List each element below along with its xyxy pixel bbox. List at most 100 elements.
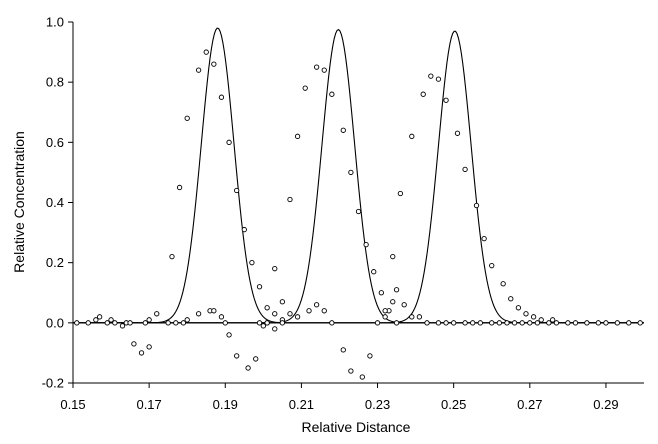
- curve-peak-2: [73, 28, 644, 324]
- data-point: [195, 67, 202, 73]
- data-point: [511, 320, 518, 326]
- data-point: [119, 323, 126, 329]
- data-point: [393, 320, 400, 326]
- data-point: [637, 320, 643, 326]
- data-point: [378, 290, 384, 296]
- data-point: [546, 320, 552, 326]
- data-point: [302, 85, 308, 91]
- x-tick-label: 0.27: [517, 397, 542, 412]
- data-point: [226, 332, 232, 338]
- data-point: [553, 320, 560, 326]
- data-point: [264, 320, 270, 326]
- data-point: [367, 353, 373, 359]
- data-point: [481, 235, 487, 242]
- data-point: [523, 311, 529, 317]
- data-point: [359, 374, 365, 380]
- data-point: [462, 166, 468, 173]
- data-point: [348, 169, 354, 176]
- data-point: [287, 196, 293, 203]
- data-point: [173, 320, 179, 326]
- data-point: [340, 127, 346, 133]
- data-point: [397, 190, 404, 197]
- data-point: [279, 320, 286, 326]
- data-point: [496, 320, 502, 326]
- data-point: [374, 320, 381, 326]
- x-axis-ticks: 0.15 0.17 0.19 0.21 0.23 0.25 0.27 0.29: [60, 383, 619, 412]
- data-point: [454, 130, 461, 136]
- data-point: [382, 308, 388, 314]
- x-axis-title: Relative Distance: [302, 419, 411, 435]
- data-point: [184, 115, 190, 121]
- data-point: [428, 73, 434, 79]
- y-axis-title: Relative Concentration: [11, 131, 27, 273]
- data-point: [279, 299, 286, 305]
- data-point: [306, 308, 312, 314]
- data-point: [534, 320, 541, 326]
- data-point: [538, 317, 544, 323]
- data-point: [565, 320, 571, 326]
- data-point: [508, 296, 514, 302]
- y-tick-label: 0.8: [46, 75, 64, 90]
- data-point: [294, 133, 301, 139]
- data-point: [348, 368, 354, 374]
- data-point: [382, 314, 388, 320]
- data-point: [85, 320, 91, 326]
- data-point: [93, 317, 99, 323]
- data-point: [363, 241, 369, 248]
- data-point: [108, 317, 114, 323]
- data-point: [329, 91, 335, 97]
- y-tick-label: 0.6: [46, 135, 64, 150]
- data-point: [504, 320, 510, 326]
- data-point: [409, 133, 415, 139]
- curve-peak-3: [73, 30, 644, 324]
- data-point: [264, 305, 270, 311]
- data-point: [272, 326, 278, 332]
- x-tick-label: 0.23: [365, 397, 390, 412]
- data-point: [96, 314, 103, 320]
- x-tick-label: 0.19: [213, 397, 238, 412]
- data-point: [401, 302, 407, 308]
- data-point: [203, 49, 209, 55]
- data-point: [127, 320, 133, 326]
- data-point: [321, 308, 327, 314]
- data-point: [435, 320, 442, 326]
- data-point: [530, 314, 537, 320]
- series-points: [74, 49, 643, 380]
- data-point: [256, 320, 263, 326]
- data-point: [104, 320, 110, 326]
- data-point: [424, 320, 430, 326]
- y-tick-label: 0.4: [46, 195, 64, 210]
- data-point: [112, 320, 118, 326]
- data-point: [226, 139, 232, 145]
- data-point: [451, 320, 457, 326]
- data-point: [371, 269, 377, 275]
- data-point: [584, 320, 590, 326]
- data-point: [416, 314, 423, 320]
- data-point: [180, 320, 187, 326]
- data-point: [489, 320, 495, 326]
- data-point: [294, 314, 301, 320]
- data-point: [260, 323, 266, 329]
- data-point: [470, 320, 476, 326]
- data-point: [614, 320, 621, 326]
- data-point: [256, 284, 263, 290]
- data-point: [489, 263, 495, 269]
- data-point: [195, 311, 202, 317]
- data-point: [165, 320, 171, 326]
- data-point: [142, 320, 148, 326]
- x-tick-label: 0.17: [136, 397, 161, 412]
- data-point: [390, 299, 396, 305]
- y-tick-label: 0.0: [46, 315, 64, 330]
- data-point: [313, 64, 320, 70]
- data-point: [222, 320, 228, 326]
- data-point: [477, 320, 483, 326]
- curve-peak-1: [73, 27, 644, 324]
- data-point: [572, 320, 579, 326]
- y-tick-label: -0.2: [42, 376, 64, 391]
- data-point: [595, 320, 601, 326]
- y-axis-ticks: -0.2 0.0 0.2 0.4 0.6 0.8 1.0: [42, 15, 73, 391]
- data-point: [146, 344, 152, 350]
- data-point: [211, 61, 217, 67]
- data-point: [515, 305, 522, 311]
